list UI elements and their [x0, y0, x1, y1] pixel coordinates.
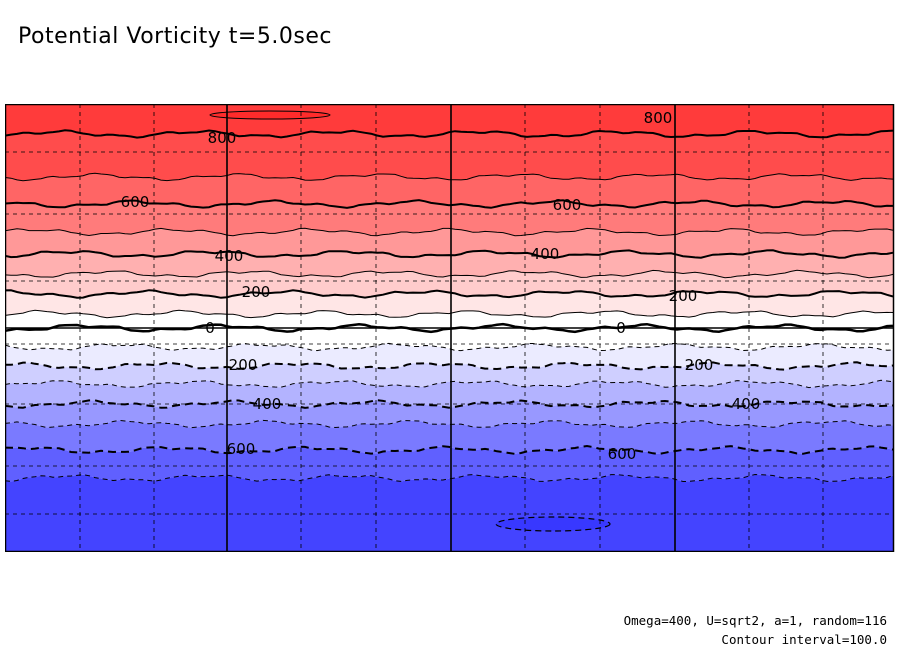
contour-label--400-0: 400: [253, 395, 282, 413]
contour-label-0-0: 0: [205, 319, 215, 337]
contour-line-200: [5, 289, 894, 299]
contour-lines: [5, 110, 894, 532]
contour-label-200-0: 200: [242, 283, 271, 301]
contour-line--500: [5, 419, 894, 429]
band--800-to--700: [5, 474, 894, 552]
contour-plot: 800 800 600 600 400 400 200 200 0 0 200 200 400 400 60…: [5, 104, 895, 552]
contour-line--100: [5, 342, 894, 352]
contour-line--300: [5, 379, 894, 389]
contour-line--200: [5, 361, 894, 371]
contour-line-300: [5, 269, 894, 279]
contour-interval-note: Contour interval=100.0: [721, 632, 887, 647]
contour-label-400-0: 400: [215, 247, 244, 265]
contour-label--200-0: 200: [229, 356, 258, 374]
eddy-high: [209, 110, 331, 120]
contour-label--600-0: 600: [227, 440, 256, 458]
contour-label-800-1: 800: [644, 109, 673, 127]
contour-label--600-1: 600: [608, 445, 637, 463]
plot-frame: [5, 104, 895, 552]
chart-title: Potential Vorticity t=5.0sec: [18, 24, 332, 49]
grid-lines: [5, 104, 894, 552]
contour-line-400: [5, 249, 894, 259]
contour-label-800-0: 800: [208, 129, 237, 147]
contour-label-600-1: 600: [553, 196, 582, 214]
contour-label--200-1: 200: [685, 356, 714, 374]
contour-line--600: [5, 444, 894, 456]
contour-line-700: [5, 172, 894, 182]
contour-line-500: [5, 227, 894, 237]
contour-line--400: [5, 399, 894, 409]
contour-line-800: [5, 129, 894, 139]
contour-labels: 800 800 600 600 400 400 200 200 0 0 200 200 400 400 60…: [121, 109, 761, 463]
contour-label--400-1: 400: [732, 395, 761, 413]
contour-line-600: [5, 199, 894, 209]
contour-label-0-1: 0: [616, 319, 626, 337]
contour-line--700: [5, 473, 894, 483]
contour-label-600-0: 600: [121, 193, 150, 211]
eddy-low: [495, 516, 611, 532]
contour-label-200-1: 200: [669, 287, 698, 305]
contour-line-100: [5, 309, 894, 319]
contour-label-400-1: 400: [531, 245, 560, 263]
parameters-note: Omega=400, U=sqrt2, a=1, random=116: [623, 613, 887, 628]
